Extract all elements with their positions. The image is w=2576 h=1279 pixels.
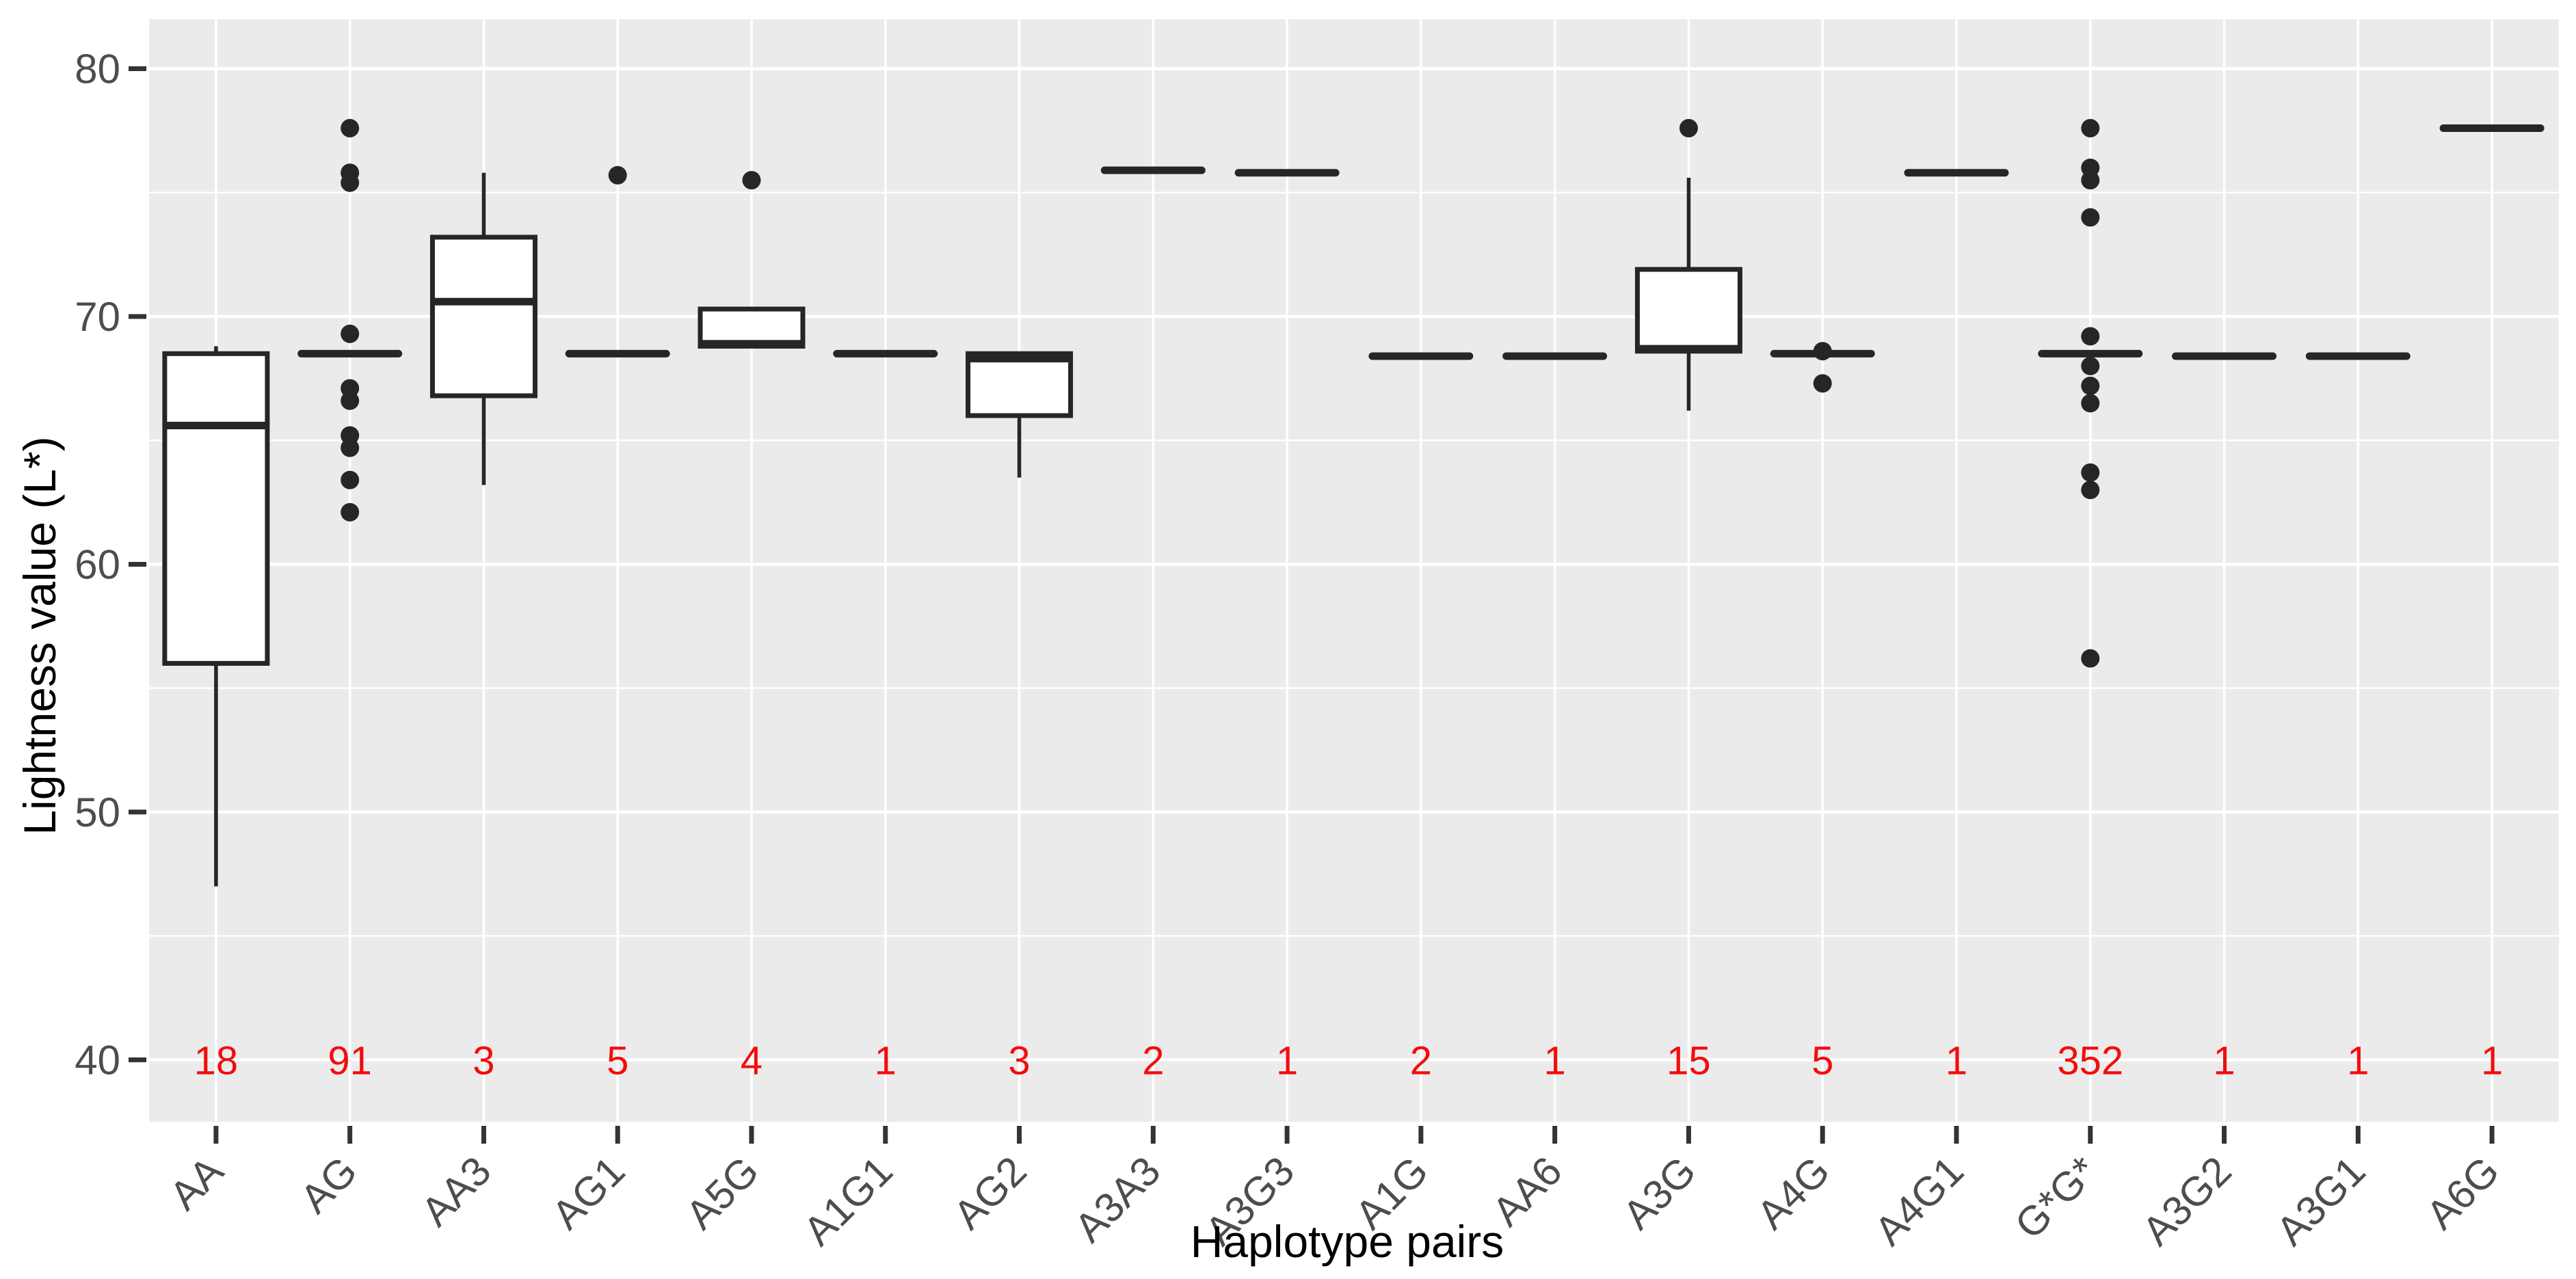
box-AG2 xyxy=(966,351,1074,418)
x-tick-label-A5G: A5G xyxy=(677,1148,767,1238)
outlier-dot-A4G xyxy=(1813,342,1832,361)
x-axis-title: Haplotype pairs xyxy=(1190,1216,1504,1267)
outlier-dot-AG xyxy=(341,324,360,343)
outlier-dot-G*G* xyxy=(2081,208,2100,227)
outlier-dot-AG xyxy=(341,118,360,137)
outlier-dot-AG xyxy=(341,438,360,457)
x-tick-label-A3G: A3G xyxy=(1614,1148,1704,1238)
x-tick-label-A3A3: A3A3 xyxy=(1065,1148,1169,1251)
x-tick-label-AA: AA xyxy=(161,1148,232,1219)
x-tick-label-A4G: A4G xyxy=(1748,1148,1838,1238)
count-label-A1G1: 1 xyxy=(875,1038,897,1083)
count-label-A3G: 15 xyxy=(1667,1038,1711,1083)
count-label-A1G: 2 xyxy=(1410,1038,1432,1083)
count-label-A3A3: 2 xyxy=(1142,1038,1164,1083)
outlier-dot-AG xyxy=(341,470,360,489)
outlier-dot-G*G* xyxy=(2081,463,2100,482)
outlier-dot-G*G* xyxy=(2081,481,2100,500)
count-label-AA6: 1 xyxy=(1544,1038,1566,1083)
y-tick-label: 40 xyxy=(75,1037,120,1083)
box-AA xyxy=(162,351,270,666)
y-tick-label: 70 xyxy=(75,294,120,340)
count-label-G*G*: 352 xyxy=(2057,1038,2123,1083)
outlier-dot-AG xyxy=(341,391,360,410)
x-tick-label-AA3: AA3 xyxy=(412,1148,500,1235)
x-tick-label-A1G1: A1G1 xyxy=(795,1148,901,1254)
outlier-dot-A4G xyxy=(1813,374,1832,393)
x-tick-label-AG: AG xyxy=(291,1148,366,1222)
count-label-AG: 91 xyxy=(328,1038,372,1083)
x-tick-label-A3G2: A3G2 xyxy=(2134,1148,2240,1254)
outlier-dot-G*G* xyxy=(2081,171,2100,190)
outlier-dot-G*G* xyxy=(2081,376,2100,395)
count-label-A5G: 4 xyxy=(741,1038,762,1083)
y-axis-title: Lightness value (L*) xyxy=(14,436,65,835)
box-A3G xyxy=(1634,267,1742,354)
x-tick-label-AG2: AG2 xyxy=(944,1148,1035,1238)
outlier-dot-AG1 xyxy=(608,165,627,185)
outlier-dot-G*G* xyxy=(2081,649,2100,668)
box-AA3 xyxy=(429,234,537,399)
count-label-AA: 18 xyxy=(194,1038,239,1083)
count-label-AG2: 3 xyxy=(1008,1038,1030,1083)
outlier-dot-A3G xyxy=(1679,118,1698,137)
count-label-A6G: 1 xyxy=(2481,1038,2503,1083)
y-tick-label: 80 xyxy=(75,46,120,92)
x-tick-label-A3G1: A3G1 xyxy=(2268,1148,2374,1254)
count-label-A3G3: 1 xyxy=(1276,1038,1298,1083)
count-label-AA3: 3 xyxy=(473,1038,494,1083)
outlier-dot-G*G* xyxy=(2081,327,2100,346)
outlier-dot-AG xyxy=(341,502,360,522)
x-tick-label-AG1: AG1 xyxy=(543,1148,633,1238)
x-tick-label-A6G: A6G xyxy=(2417,1148,2508,1238)
outlier-dot-A5G xyxy=(742,171,761,190)
count-label-A3G2: 1 xyxy=(2213,1038,2235,1083)
plot-panel xyxy=(149,19,2559,1122)
x-tick-label-A4G1: A4G1 xyxy=(1865,1148,1972,1254)
outlier-dot-G*G* xyxy=(2081,118,2100,137)
x-tick-label-G*G*: G*G* xyxy=(2006,1148,2106,1248)
outlier-dot-AG xyxy=(341,173,360,192)
count-label-A3G1: 1 xyxy=(2347,1038,2369,1083)
count-label-A4G1: 1 xyxy=(1946,1038,1967,1083)
y-tick-label: 50 xyxy=(75,790,120,835)
count-label-A4G: 5 xyxy=(1811,1038,1833,1083)
y-tick-label: 60 xyxy=(75,541,120,587)
outlier-dot-G*G* xyxy=(2081,394,2100,413)
count-label-AG1: 5 xyxy=(607,1038,628,1083)
outlier-dot-G*G* xyxy=(2081,356,2100,375)
